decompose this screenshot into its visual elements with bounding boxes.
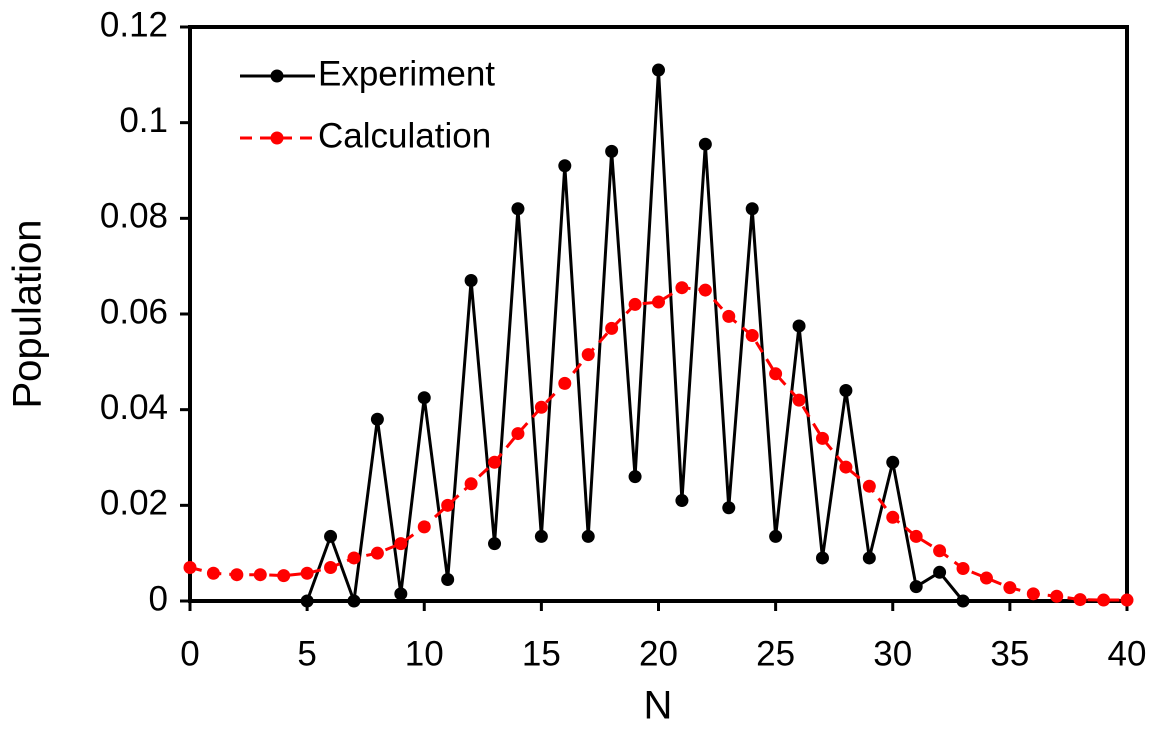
data-point bbox=[815, 431, 829, 445]
legend-marker bbox=[270, 69, 284, 83]
data-point bbox=[605, 144, 619, 158]
data-point bbox=[417, 520, 431, 534]
x-tick-label: 40 bbox=[1108, 634, 1147, 673]
data-point bbox=[300, 566, 314, 580]
data-point bbox=[698, 137, 712, 151]
data-point bbox=[581, 348, 595, 362]
data-point bbox=[605, 321, 619, 335]
x-tick-label: 10 bbox=[405, 634, 444, 673]
data-point bbox=[839, 460, 853, 474]
data-point bbox=[652, 63, 665, 77]
data-point bbox=[324, 561, 338, 575]
y-tick-label: 0 bbox=[149, 579, 168, 618]
data-point bbox=[769, 367, 783, 381]
data-point bbox=[839, 384, 853, 398]
data-point bbox=[1003, 581, 1017, 595]
data-point bbox=[862, 479, 876, 493]
data-point bbox=[441, 498, 455, 512]
legend-text: Calculation bbox=[318, 116, 491, 155]
data-point bbox=[769, 529, 783, 543]
x-tick-label: 15 bbox=[522, 634, 561, 673]
x-tick-label: 25 bbox=[756, 634, 795, 673]
data-point bbox=[441, 572, 455, 586]
data-point bbox=[581, 529, 595, 543]
data-point bbox=[534, 529, 548, 543]
data-point bbox=[722, 309, 736, 323]
data-point bbox=[862, 551, 876, 565]
data-point bbox=[324, 529, 338, 543]
data-point bbox=[464, 274, 478, 288]
data-point bbox=[745, 202, 759, 216]
data-point bbox=[206, 566, 220, 580]
x-tick-label: 30 bbox=[873, 634, 912, 673]
data-point bbox=[792, 393, 806, 407]
y-axis-label: Population bbox=[6, 219, 50, 408]
data-point bbox=[488, 537, 502, 551]
data-point bbox=[277, 569, 291, 583]
data-point bbox=[628, 470, 642, 484]
data-point bbox=[183, 561, 197, 575]
data-point bbox=[933, 565, 947, 579]
data-point bbox=[511, 427, 525, 441]
data-point bbox=[394, 537, 408, 551]
data-point bbox=[886, 455, 900, 469]
data-point bbox=[1073, 593, 1087, 607]
data-point bbox=[1050, 589, 1064, 603]
data-point bbox=[253, 568, 267, 582]
y-tick-label: 0.08 bbox=[100, 197, 168, 236]
data-point bbox=[909, 529, 923, 543]
data-point bbox=[886, 510, 900, 524]
data-point bbox=[511, 202, 525, 216]
data-point bbox=[347, 594, 361, 608]
data-point bbox=[1026, 587, 1040, 601]
data-point bbox=[792, 319, 806, 333]
data-point bbox=[722, 501, 736, 515]
data-point bbox=[230, 568, 244, 582]
y-tick-label: 0.06 bbox=[100, 292, 168, 331]
data-point bbox=[464, 477, 478, 491]
data-point bbox=[675, 281, 689, 295]
y-tick-label: 0.02 bbox=[100, 484, 168, 523]
data-point bbox=[394, 587, 408, 601]
legend-marker bbox=[270, 131, 284, 145]
data-point bbox=[909, 580, 923, 594]
data-point bbox=[956, 561, 970, 575]
data-point bbox=[558, 159, 572, 173]
data-point bbox=[1097, 593, 1111, 607]
data-point bbox=[370, 412, 384, 426]
y-tick-label: 0.04 bbox=[100, 388, 168, 427]
data-point bbox=[815, 551, 829, 565]
data-point bbox=[488, 455, 502, 469]
x-tick-label: 20 bbox=[639, 634, 678, 673]
data-point bbox=[698, 283, 712, 297]
data-point bbox=[652, 295, 665, 309]
data-point bbox=[933, 544, 947, 558]
data-point bbox=[745, 329, 759, 343]
x-axis-label: N bbox=[644, 684, 673, 728]
data-point bbox=[347, 551, 361, 565]
data-point bbox=[956, 594, 970, 608]
plot-frame bbox=[188, 25, 1129, 603]
y-tick-label: 0.12 bbox=[100, 5, 168, 44]
y-tick-label: 0.1 bbox=[119, 101, 168, 140]
series-line bbox=[189, 286, 1127, 602]
data-point bbox=[417, 391, 431, 405]
data-point bbox=[675, 494, 689, 508]
data-point bbox=[534, 400, 548, 414]
x-tick-label: 35 bbox=[990, 634, 1029, 673]
x-tick-label: 5 bbox=[297, 634, 316, 673]
data-point bbox=[1120, 593, 1134, 607]
data-point bbox=[300, 594, 314, 608]
data-point bbox=[979, 571, 993, 585]
data-point bbox=[370, 546, 384, 560]
data-point bbox=[628, 297, 642, 311]
data-point bbox=[558, 376, 572, 390]
x-tick-label: 0 bbox=[180, 634, 199, 673]
legend-text: Experiment bbox=[318, 54, 495, 93]
